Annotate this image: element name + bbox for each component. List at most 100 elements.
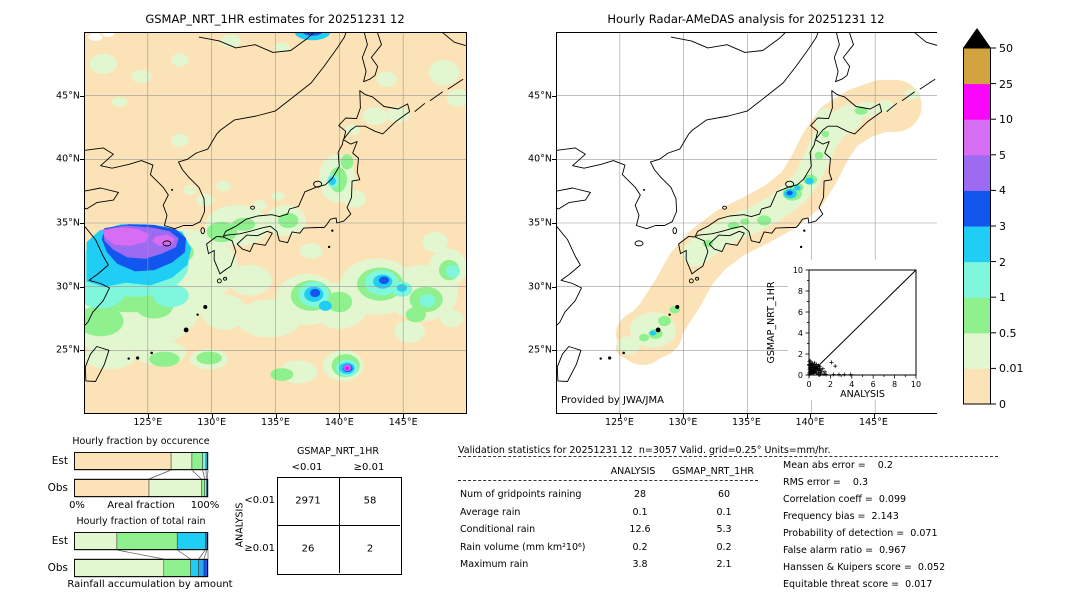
lat-tick-label: 30°N (56, 281, 80, 293)
island-outline (672, 227, 677, 235)
rain-area (419, 294, 436, 308)
map-border (556, 32, 937, 414)
rain-area (232, 217, 256, 231)
colorbar-segment (963, 48, 991, 85)
rain-area-blue (310, 288, 321, 298)
colorbar-tick-label: 4 (999, 184, 1006, 198)
bar-outline (74, 452, 208, 470)
contingency-value: 2 (366, 543, 374, 555)
connector-line (202, 469, 206, 480)
lon-tick-label: 125°E (133, 417, 163, 428)
coastline (84, 32, 347, 230)
scatter-point (810, 365, 815, 370)
rain-area (658, 315, 671, 327)
bar-segment (203, 558, 209, 578)
rain-area-light (89, 53, 118, 74)
colorbar-segment (963, 261, 991, 298)
tick-mark (683, 414, 684, 418)
bar-outline (74, 532, 208, 550)
tick-mark (80, 350, 84, 352)
rain-area-cyan (793, 185, 801, 191)
scatter-point (809, 362, 814, 367)
connector-line (177, 549, 191, 560)
rain-area-light (170, 133, 189, 147)
coastline (810, 90, 883, 140)
contingency-row-label: ≥0.01 (244, 543, 275, 554)
rain-area-light (274, 42, 290, 53)
stats-row-label: Rain volume (mm km²10⁶) (460, 541, 586, 553)
coastline (833, 32, 854, 83)
rain-area-cyan (328, 176, 336, 186)
rain-area (149, 351, 180, 367)
map-border (84, 32, 467, 414)
lon-tick-label: 145°E (859, 417, 888, 428)
rain-area-light (904, 89, 920, 100)
colorbar-segment (963, 119, 991, 156)
colorbar-tick-label: 0.01 (999, 362, 1024, 376)
island-outline (695, 276, 700, 281)
right-map-title: Hourly Radar-AMeDAS analysis for 2025123… (607, 12, 885, 26)
chart-title: Hourly fraction of total rain (76, 516, 206, 527)
island-dot (643, 188, 646, 191)
rain-area-light (253, 200, 267, 211)
stats-value-gsmap: 2.1 (716, 559, 732, 571)
contingency-value: 26 (301, 543, 315, 555)
stats-row-label: Num of gridpoints raining (460, 489, 582, 500)
island-dot (171, 188, 174, 191)
stats-score-line: False alarm ratio = 0.967 (783, 545, 907, 556)
inset-y-tick-label: 8 (798, 287, 803, 296)
scatter-point (808, 358, 813, 363)
inset-x-tick-label: 8 (892, 380, 897, 389)
rain-area-light (876, 100, 895, 112)
island-dot (196, 313, 199, 316)
inset-xlabel: ANALYSIS (840, 389, 885, 400)
dashed-rule (458, 480, 758, 481)
coastline (447, 78, 464, 90)
tick-mark (147, 414, 149, 418)
island-outline (722, 205, 727, 210)
island-outline (223, 276, 228, 281)
stats-row-label: Maximum rain (460, 559, 529, 571)
rain-area-light (617, 336, 641, 355)
coastline (429, 91, 443, 102)
colorbar-segment (963, 368, 991, 405)
bar-segment (74, 452, 172, 471)
coastline (338, 90, 411, 140)
rain-area (821, 130, 830, 138)
inset-x-tick-label: 0 (806, 380, 811, 389)
colorbar-tick-label: 1 (999, 291, 1006, 305)
tick-mark (552, 95, 556, 97)
colorbar-segment (963, 190, 991, 227)
coastline (678, 235, 709, 275)
no-data-patch (102, 32, 114, 38)
bar-segment (198, 558, 205, 578)
stats-value-analysis: 12.6 (629, 524, 651, 536)
rain-area-light (271, 191, 285, 201)
stats-value-analysis: 3.8 (632, 559, 648, 571)
coastline (198, 32, 315, 53)
rain-area-light (112, 96, 128, 108)
scatter-point (816, 368, 821, 373)
inset-y-tick-label: 6 (798, 308, 803, 317)
lat-tick-label: 40°N (56, 153, 80, 165)
credit-text: Provided by JWA/JMA (561, 395, 664, 406)
connector-line (198, 549, 206, 560)
no-data-patch (88, 33, 103, 41)
rain-area-light (299, 243, 323, 259)
occurrence-bars (74, 452, 209, 498)
rain-area-light (84, 344, 135, 370)
stats-score-line: Correlation coeff = 0.099 (783, 494, 907, 505)
rain-area-light (428, 60, 460, 86)
coastline (84, 225, 110, 327)
island-outline (688, 278, 694, 284)
inset-y-tick-label: 0 (798, 371, 803, 380)
connector-line (203, 549, 208, 560)
rain-area-cyan (294, 32, 331, 41)
colorbar-tick-label: 0.5 (999, 326, 1017, 340)
island-dot (803, 229, 806, 232)
scatter-point (829, 360, 834, 365)
tick-mark (211, 414, 213, 418)
rain-area (340, 154, 354, 170)
rain-area-light (183, 184, 197, 195)
